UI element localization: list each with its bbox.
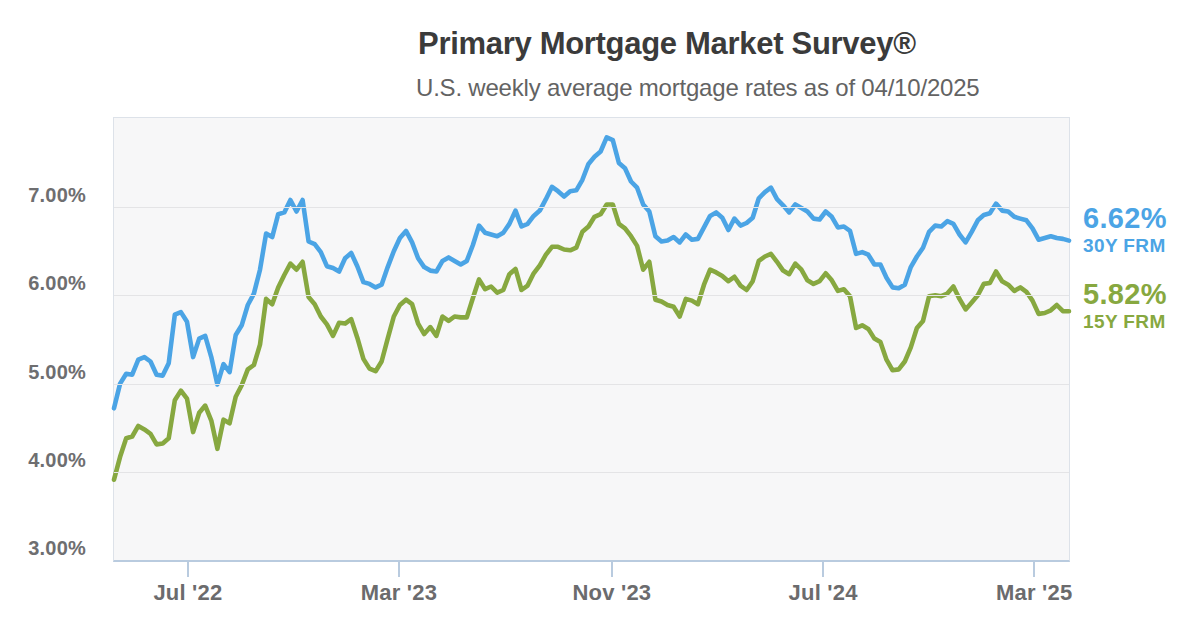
x-axis-tick [611, 560, 613, 577]
series-line-30y-frm [114, 137, 1069, 408]
y-axis-label: 6.00% [0, 271, 86, 295]
gridline [114, 295, 1069, 296]
page-subtitle: U.S. weekly average mortgage rates as of… [416, 74, 979, 102]
series-callout-15y: 5.82% 15Y FRM [1083, 278, 1167, 333]
gridline [114, 472, 1069, 473]
x-axis-label: Mar '23 [361, 580, 437, 606]
pmms-chart-card: Primary Mortgage Market Survey® U.S. wee… [0, 0, 1200, 630]
plot-area [113, 117, 1070, 562]
x-axis-label: Jul '22 [153, 580, 222, 606]
page-title: Primary Mortgage Market Survey® [418, 26, 979, 62]
gridline [114, 384, 1069, 385]
y-axis-label: 7.00% [0, 183, 86, 207]
gridline [114, 207, 1069, 208]
x-axis-label: Mar '25 [996, 580, 1072, 606]
current-rate-15y: 5.82% [1083, 278, 1167, 310]
x-axis-tick [822, 560, 824, 577]
current-rate-30y: 6.62% [1083, 202, 1167, 234]
series-label-30y: 30Y FRM [1083, 235, 1167, 257]
y-axis-label: 5.00% [0, 360, 86, 384]
chart-header: Primary Mortgage Market Survey® U.S. wee… [418, 26, 979, 102]
line-chart-svg [114, 118, 1069, 560]
x-axis-tick [187, 560, 189, 577]
series-label-15y: 15Y FRM [1083, 311, 1167, 333]
y-axis-label: 3.00% [0, 536, 86, 560]
x-axis-tick [1033, 560, 1035, 577]
x-axis-tick [398, 560, 400, 577]
series-callout-30y: 6.62% 30Y FRM [1083, 202, 1167, 257]
x-axis-label: Nov '23 [573, 580, 652, 606]
y-axis-label: 4.00% [0, 448, 86, 472]
x-axis-label: Jul '24 [789, 580, 858, 606]
